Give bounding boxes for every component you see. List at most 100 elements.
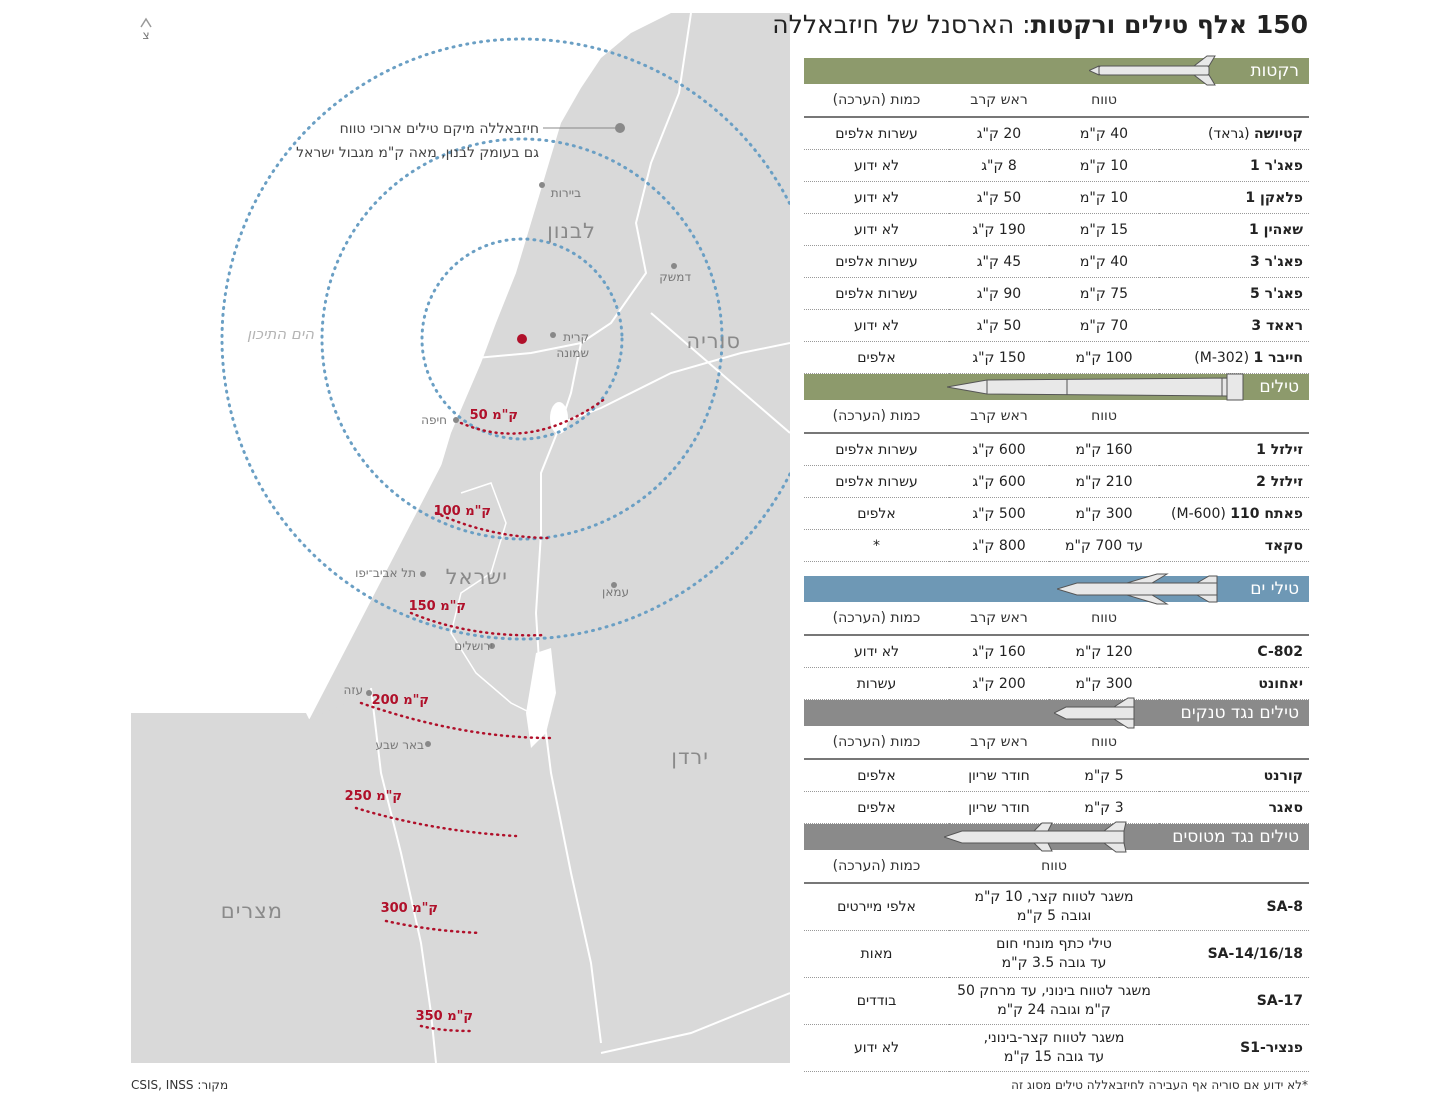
border-lebanon-israel [475, 342, 582, 359]
header-qty: כמות (הערכה) [804, 850, 949, 884]
section-title-missiles: טילים [1259, 377, 1299, 397]
range-line-1: טילי כתף מונחי חום [996, 936, 1112, 952]
header-warhead: ראש קרב [949, 602, 1049, 636]
table-row: פאתח 110 (M-600) 300 ק"מ 500 ק"ג אלפים [804, 497, 1309, 530]
weapon-name: ראאד 3 [1159, 309, 1309, 342]
weapon-name-text: פאג'ר 5 [1250, 285, 1303, 302]
cell-range: עד 700 ק"מ [1049, 529, 1159, 562]
cell-qty: בודדים [804, 977, 949, 1025]
section-title-anti-air: טילים נגד מטוסים [1172, 827, 1299, 847]
cell-qty: מאות [804, 930, 949, 978]
cell-range-multi: טילי כתף מונחי חום עד גובה 3.5 ק"מ [949, 930, 1159, 978]
range-line-200 [359, 701, 553, 740]
country-jordan: ירדן [671, 745, 709, 769]
north-arrow-icon [140, 17, 152, 28]
city-gaza: עזה [343, 683, 363, 697]
callout-text-2: גם בעומק לבנון, מאה ק"מ מגבול ישראל [296, 145, 539, 161]
weapon-designation: (גראד) [1207, 125, 1255, 142]
range-line-1: משגר לטווח קצר, 10 ק"מ [974, 889, 1134, 905]
weapon-name: פנציר-S1 [1159, 1024, 1309, 1072]
table-row: C-802 120 ק"מ 160 ק"ג לא ידוע [804, 635, 1309, 668]
anti-tank-missile-icon [1054, 697, 1135, 729]
cell-qty: לא ידוע [804, 181, 949, 214]
weapon-name: פאתח 110 (M-600) [1159, 497, 1309, 530]
city-dot-tel-aviv [420, 571, 426, 577]
cell-warhead: 90 ק"ג [949, 277, 1049, 310]
weapon-name-text: פאתח 110 [1230, 505, 1303, 522]
cell-warhead: 800 ק"ג [949, 529, 1049, 562]
table-sea-missiles: טווח ראש קרב כמות (הערכה) C-802 120 ק"מ 16… [804, 602, 1309, 700]
table-row: SA-14/16/18 טילי כתף מונחי חום עד גובה 3.5… [804, 930, 1309, 978]
cell-warhead: 45 ק"ג [949, 245, 1049, 278]
cell-warhead: 8 ק"ג [949, 149, 1049, 182]
table-row: SA-8 משגר לטווח קצר, 10 ק"מ וגובה 5 ק"מ אלפ… [804, 883, 1309, 931]
range-label-100: 100 ק"מ [434, 504, 491, 519]
cell-qty: לא ידוע [804, 1024, 949, 1072]
country-israel: ישראל [446, 565, 508, 589]
cell-range: 10 ק"מ [1049, 149, 1159, 182]
ring-100km [320, 137, 724, 541]
cell-qty: * [804, 529, 949, 562]
table-row: שאהין 1 15 ק"מ 190 ק"ג לא ידוע [804, 213, 1309, 246]
weapon-name-text: C-802 [1257, 643, 1303, 660]
weapon-name: סאגר [1159, 791, 1309, 824]
section-title-rockets: רקטות [1250, 61, 1300, 81]
range-line-150 [409, 611, 548, 637]
header-qty: כמות (הערכה) [804, 726, 949, 760]
weapon-name-text: סאגר [1268, 799, 1303, 816]
city-jerusalem: ירושלים [454, 639, 493, 653]
table-row: פאג'ר 5 75 ק"מ 90 ק"ג עשרות אלפים [804, 277, 1309, 310]
table-row: פלאקן 1 10 ק"מ 50 ק"ג לא ידוע [804, 181, 1309, 214]
cell-range: 10 ק"מ [1049, 181, 1159, 214]
header-warhead: ראש קרב [949, 400, 1049, 434]
weapon-name-text: פאג'ר 3 [1250, 253, 1303, 270]
table-anti-air: טווח כמות (הערכה) SA-8 משגר לטווח קצר, 10… [804, 850, 1309, 1072]
table-missiles: טווח ראש קרב כמות (הערכה) זילזל 1 160 ק"מ… [804, 400, 1309, 562]
range-line-100 [434, 511, 553, 540]
header-range: טווח [1049, 726, 1159, 760]
weapon-name-text: חייבר 1 [1253, 349, 1303, 366]
weapon-name-text: SA-8 [1266, 899, 1303, 915]
range-line-1: משגר לטווח בינוני, עד מרחק 50 [957, 983, 1151, 999]
city-tel-aviv: תל אביב־יפו [355, 566, 416, 580]
table-row: SA-17 משגר לטווח בינוני, עד מרחק 50 ק"מ וג… [804, 977, 1309, 1025]
launch-point-marker [517, 334, 527, 344]
cell-range: 100 ק"מ [1049, 341, 1159, 374]
range-line-2: וגובה 5 ק"מ [1016, 908, 1092, 924]
weapon-name: פאג'ר 3 [1159, 245, 1309, 278]
weapon-name-text: פלאקן 1 [1245, 189, 1303, 206]
ring-50km [420, 237, 624, 441]
range-line-2: עד גובה 15 ק"מ [1003, 1049, 1105, 1065]
cell-warhead: 600 ק"ג [949, 465, 1049, 498]
weapon-name: C-802 [1159, 635, 1309, 668]
header-range: טווח [1049, 400, 1159, 434]
header-warhead: ראש קרב [949, 726, 1049, 760]
section-title-anti-tank: טילים נגד טנקים [1180, 703, 1299, 723]
cell-qty: לא ידוע [804, 149, 949, 182]
range-line-50 [459, 396, 608, 435]
weapon-name-text: קורנט [1263, 767, 1303, 784]
section-bar-sea-missiles: טילי ים [804, 573, 1309, 605]
header-qty: כמות (הערכה) [804, 400, 949, 434]
cell-warhead: 600 ק"ג [949, 433, 1049, 466]
cell-qty: אלפי מיירטים [804, 883, 949, 931]
range-label-250: 250 ק"מ [345, 789, 402, 804]
cell-range: 300 ק"מ [1049, 667, 1159, 700]
cell-warhead: 160 ק"ג [949, 635, 1049, 668]
cell-range: 15 ק"מ [1049, 213, 1159, 246]
weapon-name-text: קטיושה [1254, 125, 1303, 142]
border-israel-syria [559, 342, 790, 425]
header-qty: כמות (הערכה) [804, 84, 949, 118]
cell-qty: אלפים [804, 341, 949, 374]
city-dot-jerusalem [489, 643, 495, 649]
range-label-50: 50 ק"מ [470, 408, 518, 423]
cell-warhead: 200 ק"ג [949, 667, 1049, 700]
dead-sea [526, 648, 556, 748]
cell-range-multi: משגר לטווח בינוני, עד מרחק 50 ק"מ וגובה 2… [949, 977, 1159, 1025]
page-title: 150 אלף טילים ורקטות: הארסנל של חיזבאללה [772, 10, 1308, 39]
weapon-name: פלאקן 1 [1159, 181, 1309, 214]
header-qty: כמות (הערכה) [804, 602, 949, 636]
sea-missile-icon [1057, 573, 1218, 605]
weapon-name-text: זילזל 2 [1256, 473, 1303, 490]
source-credit: מקור: CSIS, INSS [131, 1078, 229, 1092]
